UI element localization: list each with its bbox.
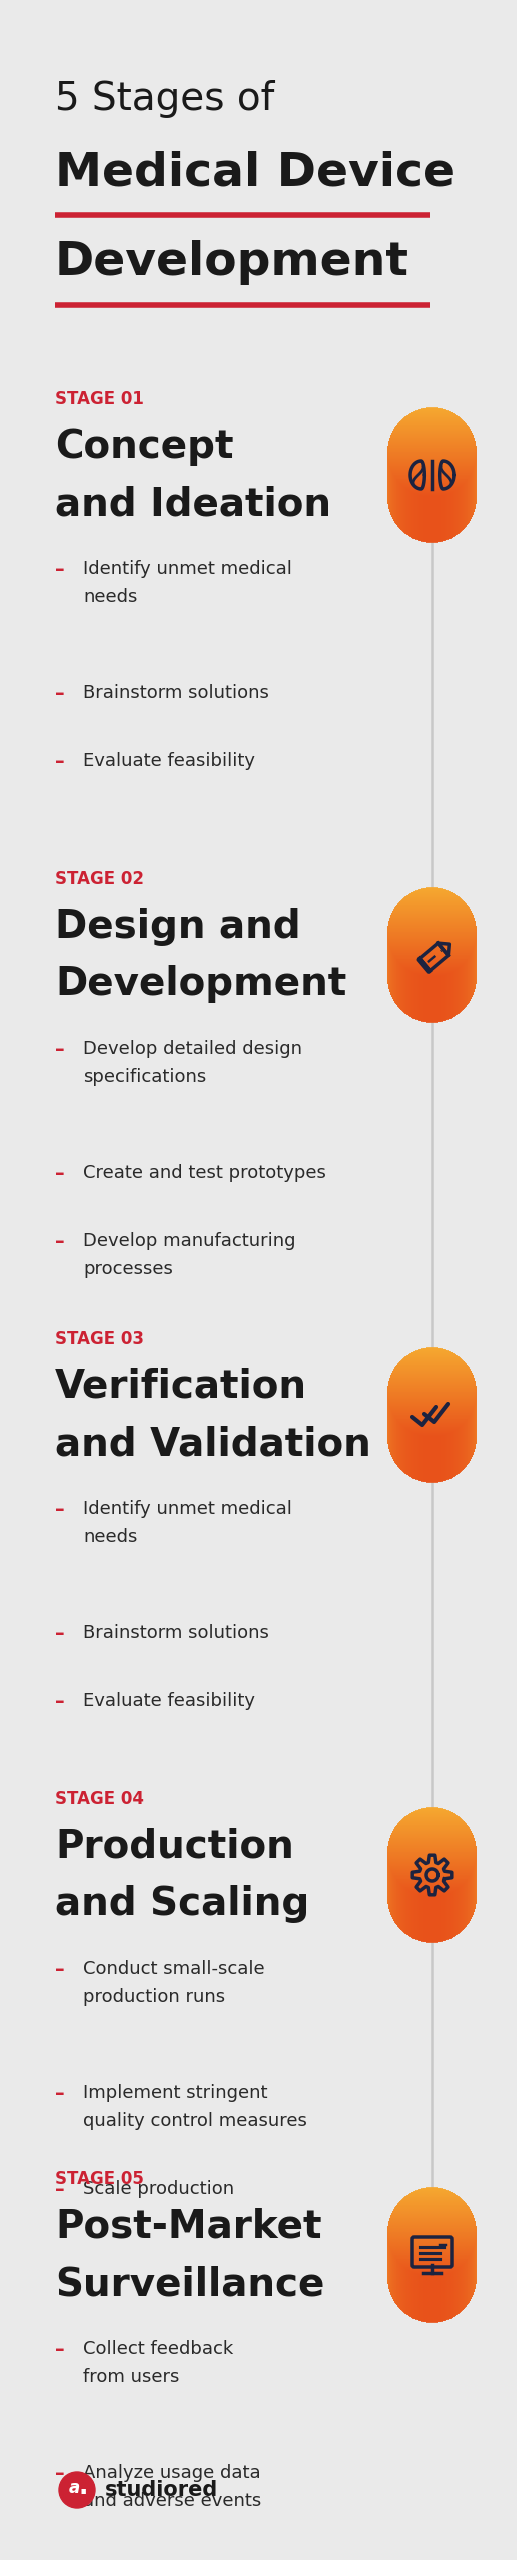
Text: STAGE 02: STAGE 02 <box>55 870 144 888</box>
Text: –: – <box>55 753 65 771</box>
Text: .: . <box>78 2476 88 2499</box>
Text: a: a <box>68 2478 80 2496</box>
Text: and Scaling: and Scaling <box>55 1884 309 1923</box>
Text: Analyze usage data: Analyze usage data <box>83 2463 261 2483</box>
Text: –: – <box>55 1961 65 1979</box>
Text: and adverse events: and adverse events <box>83 2491 261 2509</box>
Text: –: – <box>55 2340 65 2358</box>
Text: Develop detailed design: Develop detailed design <box>83 1039 302 1057</box>
Text: studiored: studiored <box>105 2481 218 2501</box>
Text: –: – <box>55 1692 65 1710</box>
Text: needs: needs <box>83 589 138 607</box>
Text: STAGE 04: STAGE 04 <box>55 1789 144 1807</box>
Text: Verification: Verification <box>55 1367 307 1405</box>
Text: Implement stringent: Implement stringent <box>83 2084 267 2102</box>
Text: and Validation: and Validation <box>55 1426 371 1462</box>
Text: Development: Development <box>55 241 409 284</box>
Text: –: – <box>55 2181 65 2199</box>
Text: and Ideation: and Ideation <box>55 484 331 522</box>
Text: Surveillance: Surveillance <box>55 2266 324 2304</box>
Text: needs: needs <box>83 1528 138 1546</box>
Text: –: – <box>55 2463 65 2483</box>
Text: from users: from users <box>83 2368 179 2386</box>
Text: Develop manufacturing: Develop manufacturing <box>83 1231 296 1249</box>
Text: Evaluate feasibility: Evaluate feasibility <box>83 1692 255 1710</box>
Text: Concept: Concept <box>55 428 234 466</box>
Text: Create and test prototypes: Create and test prototypes <box>83 1165 326 1183</box>
Text: STAGE 05: STAGE 05 <box>55 2171 144 2189</box>
Text: Collect feedback: Collect feedback <box>83 2340 233 2358</box>
Text: –: – <box>55 1231 65 1252</box>
Text: Brainstorm solutions: Brainstorm solutions <box>83 1623 269 1641</box>
Text: Production: Production <box>55 1828 294 1866</box>
Text: Scale production: Scale production <box>83 2181 234 2199</box>
Text: Development: Development <box>55 965 346 1004</box>
Text: –: – <box>55 2084 65 2102</box>
Text: –: – <box>55 1039 65 1060</box>
Circle shape <box>59 2473 95 2509</box>
Text: Post-Market: Post-Market <box>55 2207 322 2245</box>
Text: processes: processes <box>83 1260 173 1277</box>
Text: production runs: production runs <box>83 1989 225 2007</box>
Text: –: – <box>55 561 65 579</box>
Text: Conduct small-scale: Conduct small-scale <box>83 1961 265 1979</box>
Text: –: – <box>55 1165 65 1183</box>
Text: specifications: specifications <box>83 1068 206 1085</box>
Text: –: – <box>55 1623 65 1644</box>
Text: quality control measures: quality control measures <box>83 2112 307 2130</box>
Text: STAGE 03: STAGE 03 <box>55 1331 144 1349</box>
Text: Design and: Design and <box>55 909 300 947</box>
Text: STAGE 01: STAGE 01 <box>55 389 144 407</box>
Text: –: – <box>55 684 65 704</box>
Text: Medical Device: Medical Device <box>55 151 455 195</box>
Text: Brainstorm solutions: Brainstorm solutions <box>83 684 269 701</box>
Text: Identify unmet medical: Identify unmet medical <box>83 561 292 579</box>
Text: Evaluate feasibility: Evaluate feasibility <box>83 753 255 771</box>
Text: 5 Stages of: 5 Stages of <box>55 79 275 118</box>
Text: –: – <box>55 1500 65 1518</box>
Text: Identify unmet medical: Identify unmet medical <box>83 1500 292 1518</box>
